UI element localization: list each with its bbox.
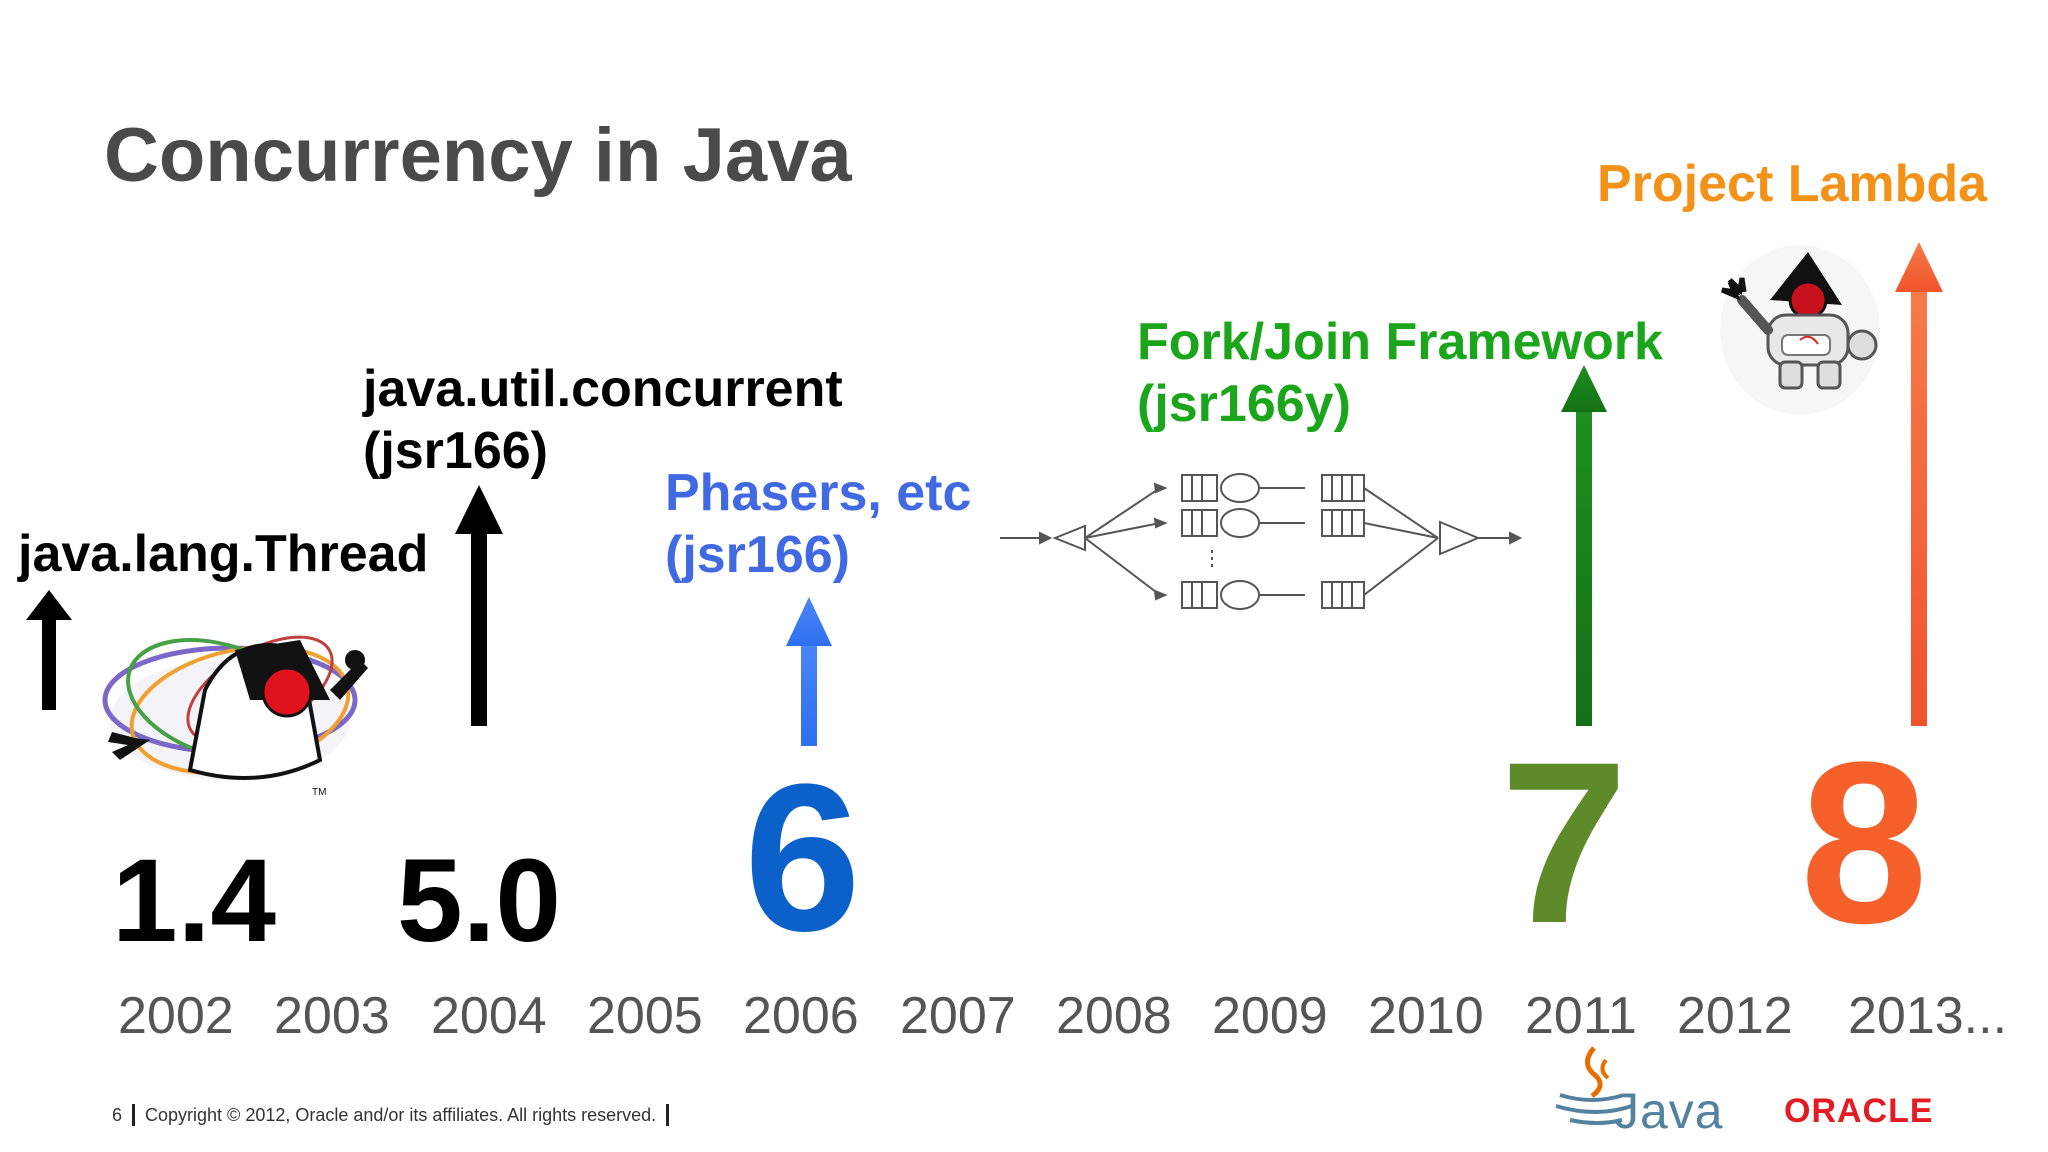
oracle-logo: ORACLE bbox=[1784, 1092, 1934, 1130]
duke-astronaut-icon bbox=[1720, 245, 1880, 415]
year-2011: 2011 bbox=[1525, 987, 1637, 1045]
java-logo: Java bbox=[1614, 1083, 1724, 1139]
fork-join-diagram-icon bbox=[1000, 473, 1523, 610]
label-project-lambda: Project Lambda bbox=[1597, 155, 1988, 213]
label-jsr166y: (jsr166y) bbox=[1137, 375, 1351, 433]
year-2012: 2012 bbox=[1677, 987, 1793, 1045]
label-jsr166: (jsr166) bbox=[363, 422, 548, 480]
year-2013: 2013... bbox=[1848, 987, 2008, 1045]
slide-footer: 6 Copyright © 2012, Oracle and/or its af… bbox=[112, 1104, 670, 1126]
footer-divider bbox=[666, 1104, 670, 1126]
arrow-1-4 bbox=[26, 590, 72, 710]
arrow-6 bbox=[786, 597, 832, 746]
label-java-util-concurrent: java.util.concurrent bbox=[363, 360, 843, 418]
footer-divider bbox=[132, 1104, 136, 1126]
version-7: 7 bbox=[1500, 714, 1628, 971]
year-2007: 2007 bbox=[900, 987, 1016, 1045]
label-java-lang-thread: java.lang.Thread bbox=[18, 525, 429, 583]
svg-text:TM: TM bbox=[312, 787, 326, 798]
arrow-5-0 bbox=[455, 485, 503, 726]
year-2006: 2006 bbox=[743, 987, 859, 1045]
label-phasers-jsr166: (jsr166) bbox=[665, 526, 850, 584]
version-6: 6 bbox=[744, 740, 861, 975]
version-5-0: 5.0 bbox=[397, 835, 562, 967]
year-2005: 2005 bbox=[587, 987, 703, 1045]
year-2010: 2010 bbox=[1368, 987, 1484, 1045]
arrow-8 bbox=[1895, 242, 1943, 726]
copyright-text: Copyright © 2012, Oracle and/or its affi… bbox=[145, 1104, 657, 1125]
year-2009: 2009 bbox=[1212, 987, 1328, 1045]
java-cup-icon bbox=[1555, 1046, 1633, 1125]
version-8: 8 bbox=[1800, 714, 1928, 971]
page-number: 6 bbox=[112, 1104, 123, 1125]
year-2003: 2003 bbox=[274, 987, 390, 1045]
year-2008: 2008 bbox=[1056, 987, 1172, 1045]
year-2002: 2002 bbox=[118, 987, 234, 1045]
version-1-4: 1.4 bbox=[112, 835, 277, 967]
slide-title: Concurrency in Java bbox=[104, 113, 852, 198]
duke-juggling-icon: TM bbox=[102, 635, 368, 798]
arrow-7 bbox=[1561, 365, 1607, 726]
year-2004: 2004 bbox=[431, 987, 547, 1045]
label-phasers: Phasers, etc bbox=[665, 464, 972, 522]
label-fork-join: Fork/Join Framework bbox=[1137, 313, 1663, 371]
